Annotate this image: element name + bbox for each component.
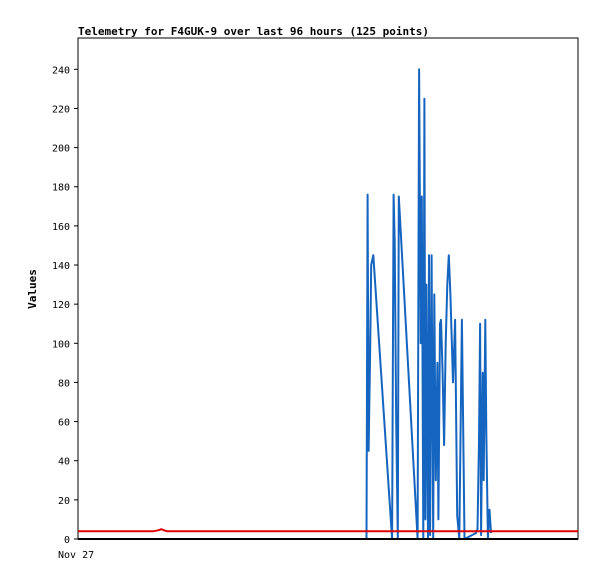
y-axis-label: Values xyxy=(26,269,39,309)
y-tick-label: 60 xyxy=(58,418,70,429)
y-tick-label: 240 xyxy=(52,65,70,76)
chart-title: Telemetry for F4GUK-9 over last 96 hours… xyxy=(78,25,429,38)
y-tick-label: 20 xyxy=(58,496,70,507)
y-tick-label: 160 xyxy=(52,222,70,233)
y-tick-label: 120 xyxy=(52,300,70,311)
y-axis: 0 20 40 60 80 100 120 140 160 180 200 220 240 xyxy=(52,65,78,546)
x-tick-label: Nov 27 xyxy=(58,550,94,561)
y-tick-label: 140 xyxy=(52,261,70,272)
y-tick-label: 100 xyxy=(52,339,70,350)
x-axis: Nov 27 xyxy=(58,550,94,561)
y-tick-label: 180 xyxy=(52,183,70,194)
y-tick-label: 40 xyxy=(58,457,70,468)
series-line-1 xyxy=(365,68,492,540)
plot-frame xyxy=(77,37,579,540)
y-tick-label: 220 xyxy=(52,104,70,115)
y-tick-label: 200 xyxy=(52,144,70,155)
y-tick-label: 80 xyxy=(58,378,70,389)
series-layer xyxy=(78,68,578,540)
series-line-2 xyxy=(78,528,578,533)
y-tick-label: 0 xyxy=(64,535,70,546)
